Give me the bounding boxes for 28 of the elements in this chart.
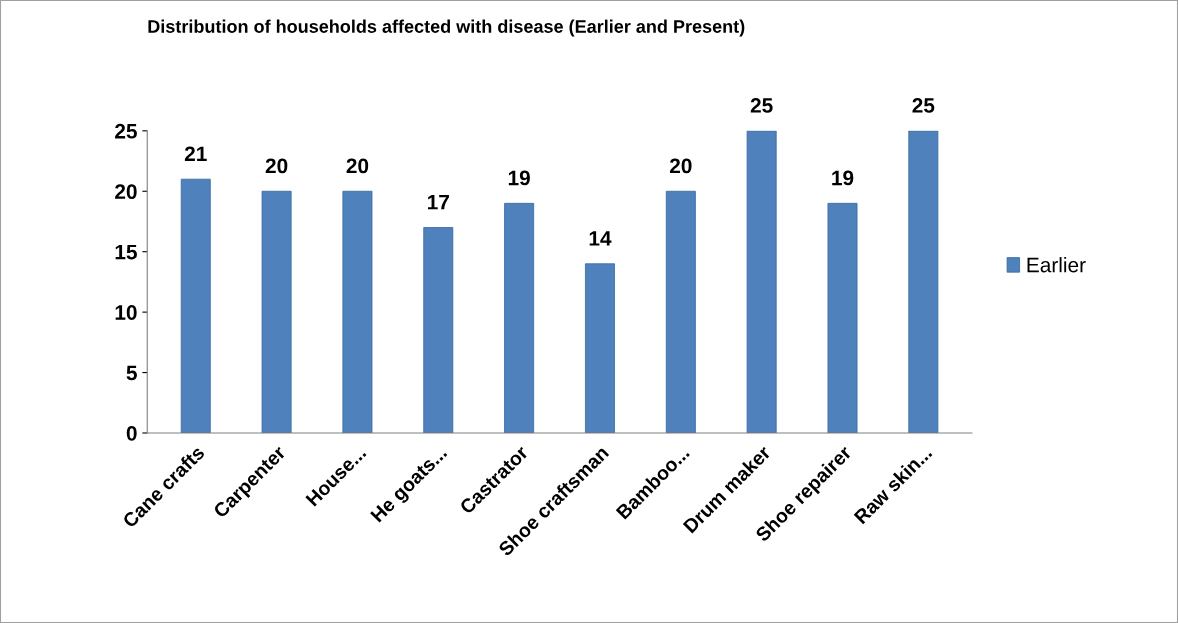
bar — [585, 263, 615, 433]
y-tick-label: 25 — [115, 123, 137, 139]
y-tick-label: 15 — [115, 244, 137, 260]
bar — [908, 130, 939, 433]
data-label: 25 — [750, 98, 773, 113]
bar — [423, 227, 454, 433]
data-label: 20 — [265, 158, 288, 174]
bar — [746, 130, 777, 433]
data-label: 19 — [832, 170, 854, 186]
bar — [665, 190, 696, 433]
legend-label: Earlier — [1027, 257, 1086, 273]
bar — [180, 178, 211, 433]
data-label: 21 — [184, 146, 207, 161]
bar — [342, 190, 373, 433]
y-tick-label: 0 — [126, 425, 137, 441]
data-label: 17 — [428, 194, 449, 210]
y-tick-label: 20 — [115, 184, 137, 200]
data-label: 20 — [346, 158, 369, 174]
chart-title: Distribution of households affected with disease (Earlier and Present) — [148, 19, 745, 37]
bar — [504, 202, 535, 433]
data-label: 25 — [912, 98, 935, 113]
bar — [827, 202, 858, 433]
y-tick-label: 10 — [115, 305, 137, 320]
data-label: 19 — [508, 170, 530, 186]
data-label: 14 — [589, 231, 612, 246]
bar — [261, 190, 292, 433]
data-label: 20 — [669, 158, 692, 174]
y-tick-label: 5 — [126, 365, 137, 381]
